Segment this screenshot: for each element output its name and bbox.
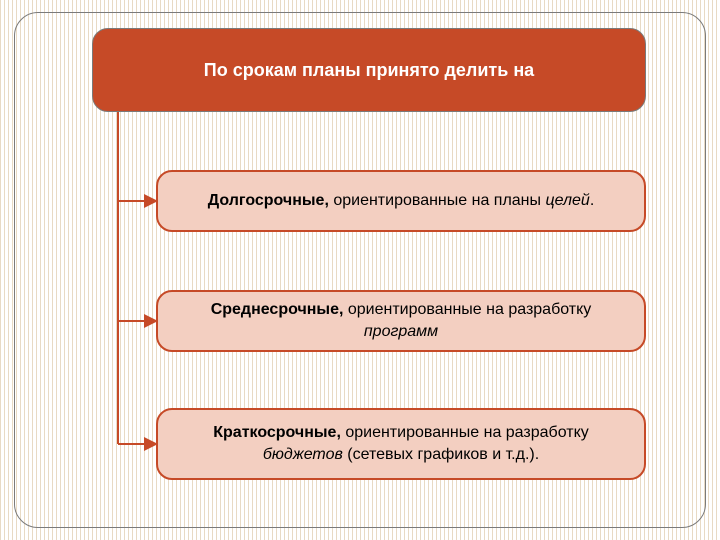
header-text: По срокам планы принято делить на [204, 60, 534, 81]
diagram-canvas: По срокам планы принято делить на Долгос… [0, 0, 720, 540]
child-text-0: Долгосрочные, ориентированные на планы ц… [208, 190, 595, 212]
child-box-0: Долгосрочные, ориентированные на планы ц… [156, 170, 646, 232]
child-text-2: Краткосрочные, ориентированные на разраб… [178, 422, 624, 465]
child-text-1: Среднесрочные, ориентированные на разраб… [178, 299, 624, 342]
child-box-2: Краткосрочные, ориентированные на разраб… [156, 408, 646, 480]
header-box: По срокам планы принято делить на [92, 28, 646, 112]
child-box-1: Среднесрочные, ориентированные на разраб… [156, 290, 646, 352]
